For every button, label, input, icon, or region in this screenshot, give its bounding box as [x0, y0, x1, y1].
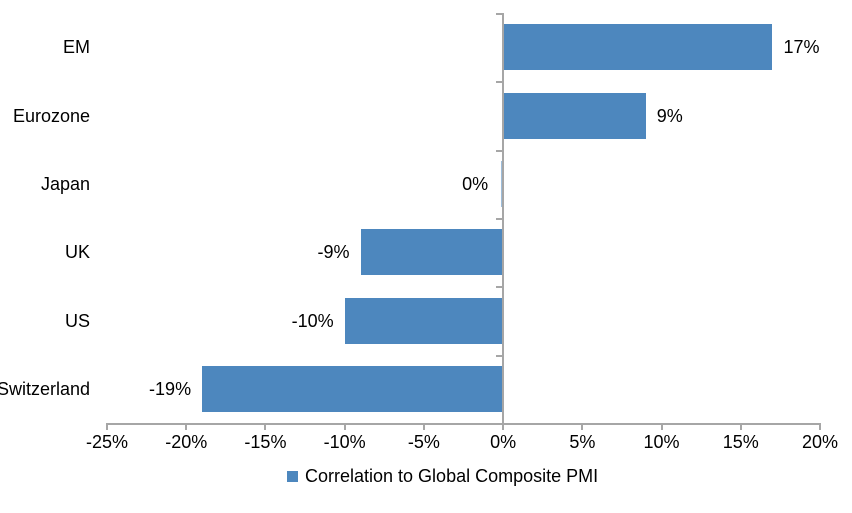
category-label: Eurozone [12, 105, 90, 126]
category-label: UK [64, 242, 90, 263]
x-tick-label: 10% [643, 432, 680, 452]
bar [344, 297, 504, 344]
y-axis-tick [496, 13, 504, 15]
category-label: EM [63, 37, 90, 58]
category-label: US [64, 310, 90, 331]
x-axis-tick [185, 423, 188, 430]
x-axis-tick [660, 423, 663, 430]
value-label: -10% [291, 310, 334, 331]
y-axis-tick [496, 218, 504, 220]
y-axis-tick [496, 286, 504, 289]
x-axis-tick [264, 423, 267, 430]
x-tick-label: -15% [244, 432, 287, 452]
value-label: -19% [149, 378, 192, 399]
y-axis-tick [496, 81, 504, 84]
bar [202, 365, 504, 412]
x-axis-tick [739, 423, 742, 430]
value-label: 0% [462, 173, 489, 194]
bar [503, 24, 773, 71]
y-axis-tick [496, 423, 504, 425]
x-tick-label: 15% [722, 432, 759, 452]
x-axis-tick [819, 423, 821, 430]
y-axis-tick [496, 149, 504, 152]
legend-label: Correlation to Global Composite PMI [305, 466, 599, 486]
x-axis-tick [422, 423, 425, 430]
x-tick-label: -25% [85, 432, 129, 452]
x-tick-label: -10% [323, 432, 366, 452]
bar [503, 92, 646, 139]
x-tick-label: 0% [490, 432, 517, 452]
bar [360, 229, 504, 276]
y-axis-line [502, 13, 505, 430]
x-tick-label: -5% [407, 432, 440, 452]
x-axis-tick [106, 423, 108, 430]
category-label: Switzerland [0, 378, 90, 399]
value-label: -9% [317, 242, 350, 263]
legend-swatch [287, 470, 298, 482]
value-label: 17% [783, 37, 820, 58]
x-tick-label: 20% [801, 432, 839, 452]
x-tick-label: -20% [165, 432, 208, 452]
x-axis-tick [581, 423, 584, 430]
value-label: 9% [656, 105, 683, 126]
category-label: Japan [40, 173, 90, 194]
x-axis-tick [502, 423, 505, 430]
x-axis-line [106, 423, 821, 425]
y-axis-tick [496, 354, 504, 357]
x-tick-label: 5% [569, 432, 596, 452]
chart-legend: Correlation to Global Composite PMI [287, 466, 598, 486]
x-axis-tick [343, 423, 346, 430]
bar [501, 160, 503, 207]
